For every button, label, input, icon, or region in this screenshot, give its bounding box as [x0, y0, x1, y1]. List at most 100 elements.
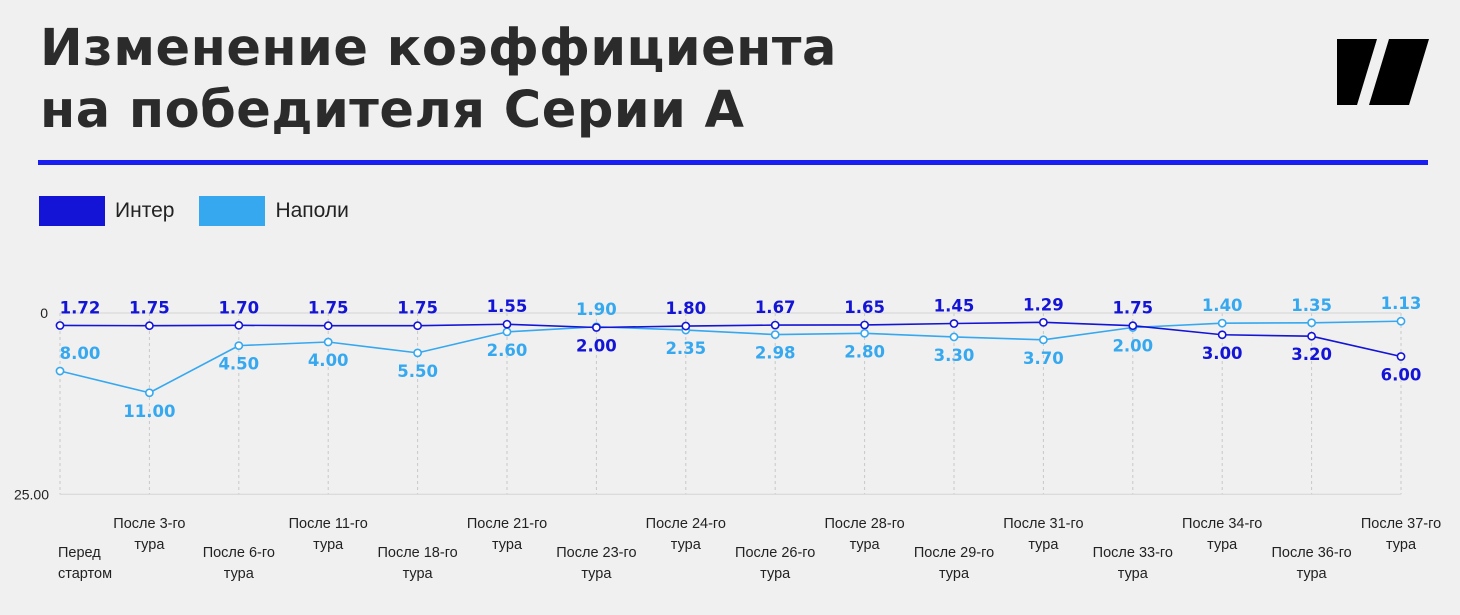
point-napoli-9: [860, 328, 869, 338]
point-inter-13: [1217, 330, 1227, 340]
x-tick-label-line: тура: [403, 566, 434, 582]
x-tick-label-line: тура: [224, 566, 255, 582]
x-tick-label-11: После 31-го тура: [1003, 516, 1083, 553]
x-tick-label-line: После 34-го: [1182, 516, 1262, 532]
x-tick-label-line: тура: [581, 566, 612, 582]
legend-item-inter: Интер: [39, 196, 174, 226]
x-tick-label-line: После 28-го: [824, 516, 904, 532]
data-label-napoli-8: 2.98: [755, 344, 796, 363]
x-tick-label-line: тура: [1386, 537, 1417, 553]
data-label-inter-7: 1.80: [665, 299, 706, 318]
x-tick-label-line: После 3-го: [113, 516, 185, 532]
point-inter-8: [770, 320, 780, 330]
point-inter-6: [592, 323, 601, 332]
x-tick-label-line: тура: [134, 537, 165, 553]
point-napoli-14: [1307, 318, 1316, 328]
data-label-napoli-2: 4.50: [218, 355, 259, 374]
point-napoli-3: [323, 337, 333, 347]
x-tick-label-line: тура: [1297, 566, 1328, 582]
point-napoli-11: [1039, 335, 1048, 345]
data-label-napoli-7: 2.35: [665, 339, 706, 358]
x-tick-label-line: После 11-го: [289, 516, 368, 532]
point-napoli-10: [949, 332, 959, 342]
x-tick-label-9: После 28-го тура: [824, 516, 904, 553]
x-tick-label-line: тура: [1028, 537, 1059, 553]
x-tick-label-line: Перед: [58, 545, 101, 561]
x-tick-label-8: После 26-го тура: [735, 545, 815, 582]
x-tick-label-line: После 29-го: [914, 545, 994, 561]
data-label-inter-3: 1.75: [308, 299, 349, 318]
x-tick-label-1: После 3-го тура: [113, 516, 185, 553]
data-label-inter-1: 1.75: [129, 299, 170, 318]
point-napoli-1: [144, 388, 154, 398]
x-tick-label-line: тура: [1207, 537, 1238, 553]
x-tick-label-line: После 23-го: [556, 545, 636, 561]
point-inter-0: [55, 321, 65, 330]
x-tick-label-0: Перед стартом: [58, 545, 112, 582]
data-label-napoli-10: 3.30: [934, 346, 975, 365]
point-napoli-8: [770, 330, 780, 340]
x-tick-label-line: После 33-го: [1093, 545, 1173, 561]
series-line-napoli: [59, 320, 1402, 394]
data-label-napoli-6: 1.90: [576, 300, 617, 319]
x-tick-label-line: тура: [760, 566, 791, 582]
legend-swatch-inter: [39, 196, 105, 226]
x-tick-label-line: После 37-го: [1361, 516, 1441, 532]
point-inter-5: [502, 319, 512, 329]
legend-item-napoli: Наполи: [199, 196, 349, 226]
data-label-napoli-12: 2.00: [1112, 337, 1153, 356]
x-tick-label-13: После 34-го тура: [1182, 516, 1262, 553]
data-label-inter-4: 1.75: [397, 299, 438, 318]
x-tick-label-2: После 6-го тура: [203, 545, 275, 582]
x-tick-label-line: тура: [850, 537, 881, 553]
point-napoli-2: [234, 341, 244, 351]
point-inter-11: [1039, 317, 1048, 327]
point-inter-4: [413, 321, 422, 331]
data-label-inter-10: 1.45: [934, 297, 975, 316]
data-label-inter-14: 3.20: [1291, 345, 1332, 364]
x-tick-label-3: После 11-го тура: [289, 516, 368, 553]
x-tick-label-6: После 23-го тура: [556, 545, 636, 582]
legend-label-napoli: Наполи: [275, 199, 349, 222]
point-napoli-13: [1217, 318, 1227, 328]
data-label-napoli-9: 2.80: [844, 342, 885, 361]
data-label-inter-0: 1.72: [60, 298, 101, 317]
data-label-napoli-15: 1.13: [1381, 294, 1422, 313]
x-tick-label-15: После 37-го тура: [1361, 516, 1441, 553]
brand-logo-icon: [1337, 39, 1429, 105]
x-tick-label-line: После 21-го: [467, 516, 547, 532]
point-napoli-4: [413, 348, 422, 358]
data-label-inter-5: 1.55: [487, 297, 528, 316]
x-tick-label-line: тура: [313, 537, 344, 553]
chart-legend: Интер Наполи: [39, 196, 374, 226]
point-inter-3: [323, 321, 333, 331]
data-label-napoli-1: 11.00: [123, 402, 175, 421]
legend-label-inter: Интер: [115, 199, 175, 222]
chart-title-line-2: на победителя Серии А: [40, 81, 745, 140]
data-label-inter-2: 1.70: [218, 298, 259, 317]
x-tick-label-line: тура: [1118, 566, 1149, 582]
data-label-napoli-5: 2.60: [487, 341, 528, 360]
x-tick-label-line: После 26-го: [735, 545, 815, 561]
chart-title-line-1: Изменение коэффициента: [40, 19, 837, 78]
x-tick-label-line: После 6-го: [203, 545, 275, 561]
data-label-inter-12: 1.75: [1112, 299, 1153, 318]
data-label-napoli-14: 1.35: [1291, 296, 1332, 315]
x-tick-label-line: тура: [671, 537, 702, 553]
x-tick-label-line: тура: [492, 537, 523, 553]
chart-title: Изменение коэффициента на победителя Сер…: [40, 18, 837, 142]
legend-swatch-napoli: [199, 196, 266, 226]
data-label-napoli-3: 4.00: [308, 351, 349, 370]
x-tick-label-12: После 33-го тура: [1093, 545, 1173, 582]
point-inter-10: [949, 319, 959, 328]
x-tick-label-line: После 18-го: [377, 545, 457, 561]
data-label-inter-6: 2.00: [576, 337, 617, 356]
x-tick-label-5: После 21-го тура: [467, 516, 547, 553]
point-inter-14: [1307, 331, 1316, 341]
data-label-inter-13: 3.00: [1202, 344, 1243, 363]
x-tick-label-line: стартом: [58, 566, 112, 582]
point-inter-7: [681, 321, 691, 331]
point-napoli-15: [1396, 316, 1406, 326]
data-label-napoli-0: 8.00: [60, 344, 101, 363]
